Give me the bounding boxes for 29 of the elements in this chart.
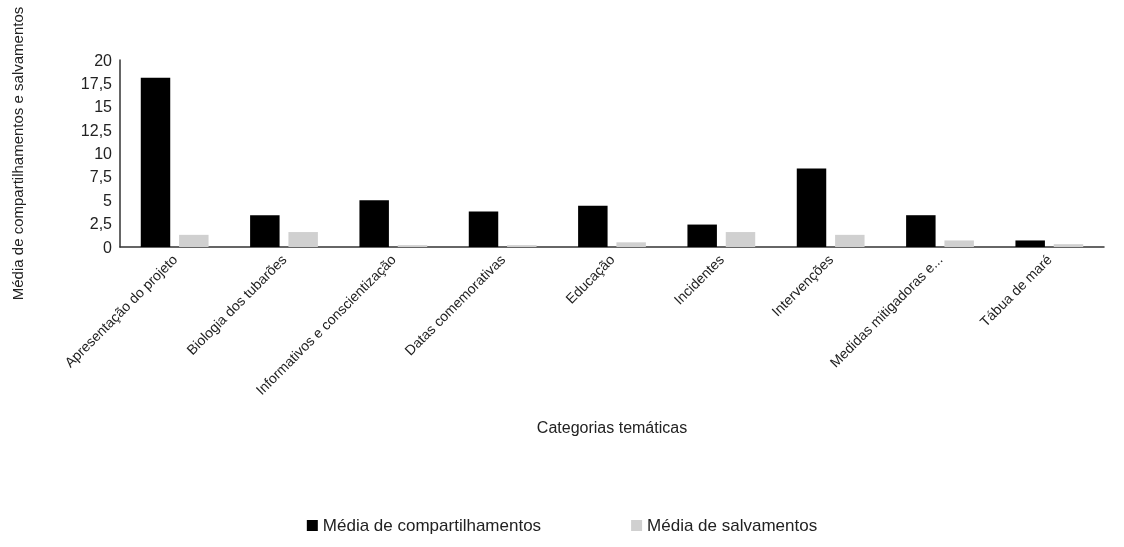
x-axis-title: Categorias temáticas: [536, 418, 688, 436]
bar: [835, 234, 865, 247]
y-tick-label: 17,5: [80, 74, 113, 92]
bar: [250, 215, 280, 247]
bar: [616, 242, 646, 247]
y-tick-label: 10: [94, 145, 113, 162]
bar: [359, 200, 389, 247]
y-axis-title: Média de compartilhamentos e salvamentos: [9, 6, 26, 301]
legend-label: Média de compartilhamentos: [322, 516, 542, 535]
y-tick-label: 0: [103, 238, 113, 256]
bar: [1053, 244, 1084, 247]
y-tick-label: 7,5: [89, 168, 113, 186]
y-tick-label: 15: [94, 98, 113, 116]
bar: [1015, 240, 1045, 247]
bar: [796, 168, 827, 247]
legend-label: Média de salvamentos: [647, 516, 818, 535]
y-tick-label: 2,5: [89, 215, 113, 233]
bar: [140, 77, 171, 247]
bar: [288, 232, 318, 247]
y-tick-label: 5: [103, 191, 113, 209]
bar: [906, 215, 936, 247]
bar: [687, 224, 717, 247]
y-tick-label: 20: [94, 51, 113, 69]
bar: [179, 234, 209, 247]
bar: [944, 240, 974, 247]
y-tick-label: 12,5: [80, 121, 113, 139]
bar: [725, 232, 756, 247]
bar: [578, 205, 608, 247]
bar: [468, 211, 499, 247]
